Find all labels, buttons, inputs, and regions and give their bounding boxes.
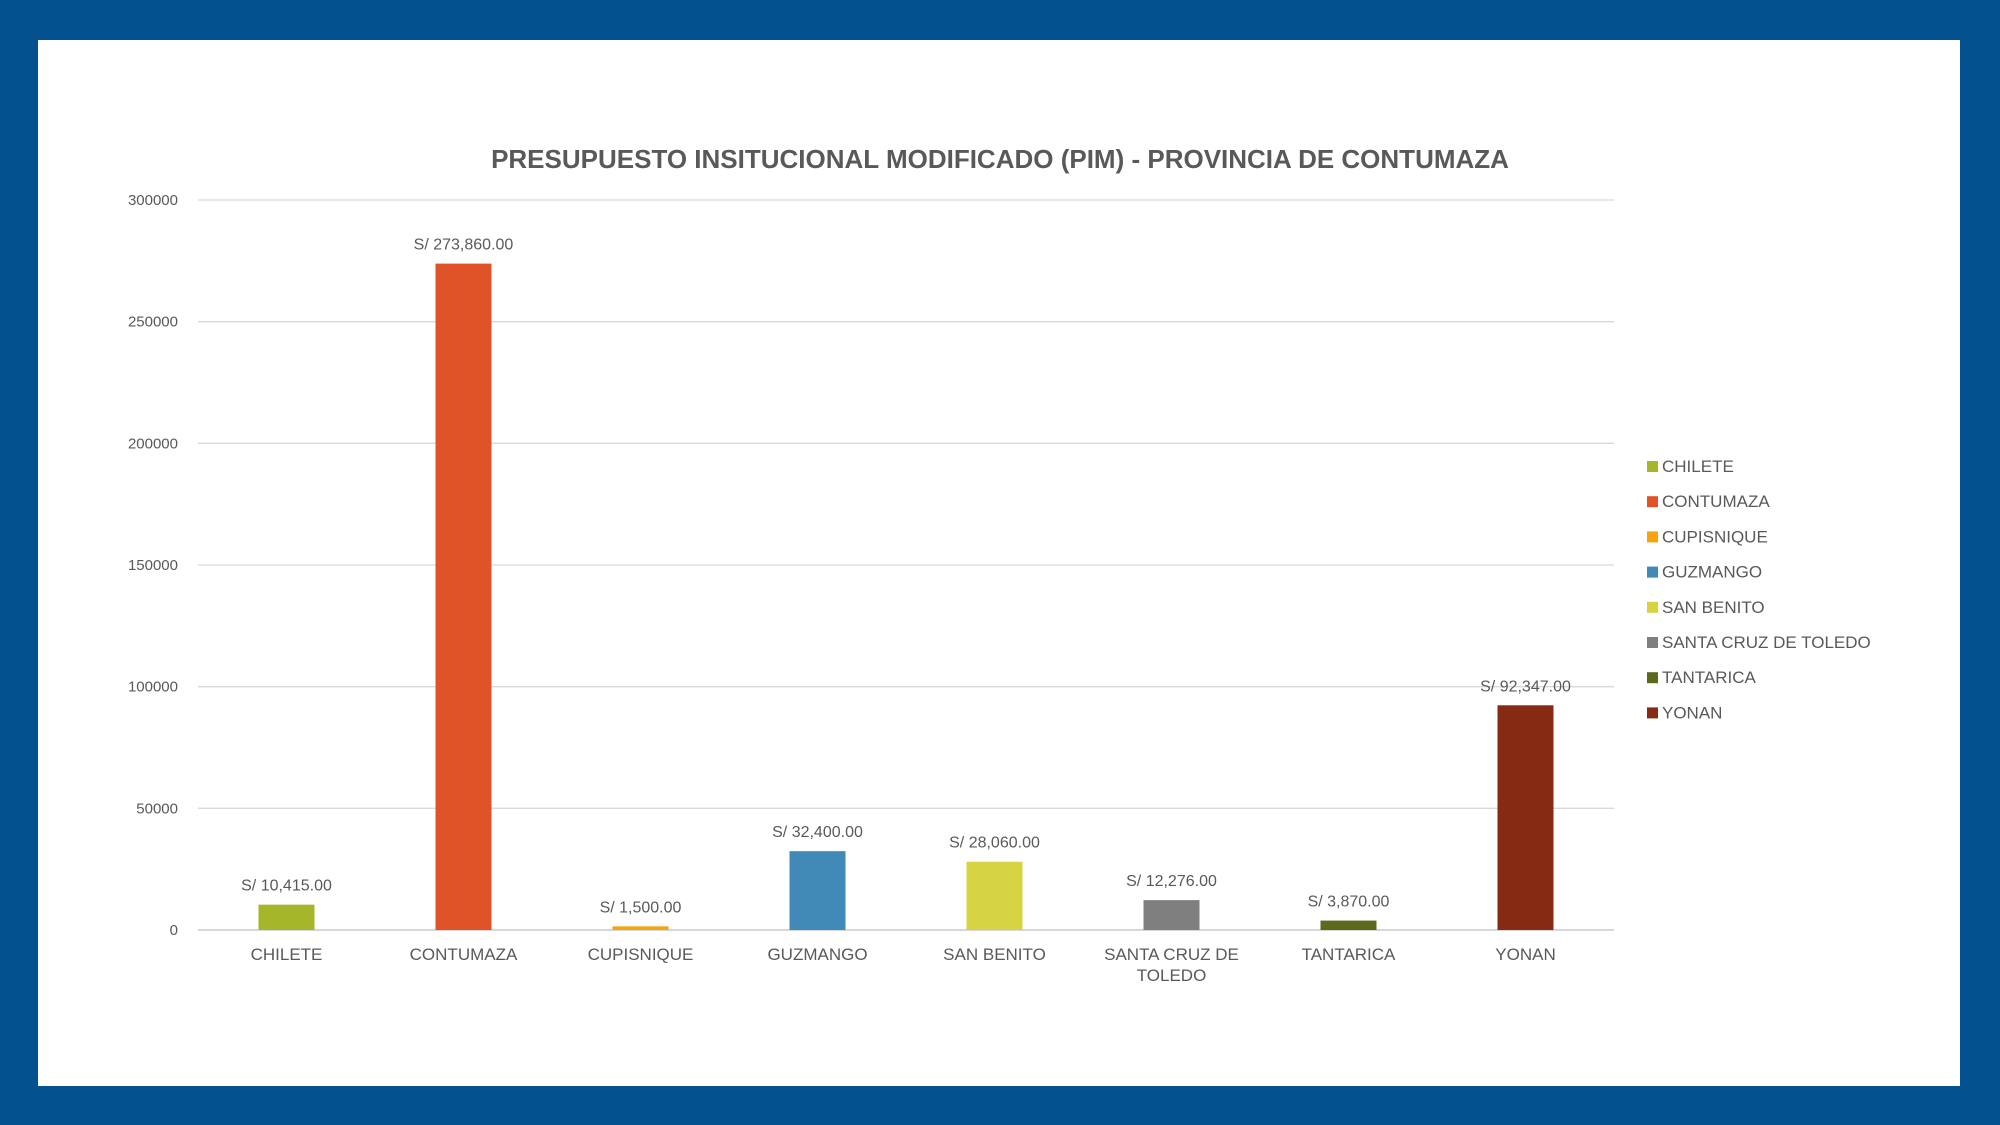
data-label: S/ 1,500.00 bbox=[600, 899, 682, 916]
y-tick-label: 200000 bbox=[128, 435, 178, 452]
data-label: S/ 28,060.00 bbox=[949, 835, 1040, 852]
data-label: S/ 92,347.00 bbox=[1480, 678, 1571, 695]
legend-swatch bbox=[1647, 707, 1658, 719]
legend-swatch bbox=[1647, 531, 1658, 543]
x-tick-label: CHILETE bbox=[251, 945, 323, 964]
legend-label: GUZMANGO bbox=[1662, 563, 1762, 582]
legend-label: SAN BENITO bbox=[1662, 598, 1765, 617]
x-tick-label: CONTUMAZA bbox=[410, 945, 518, 964]
bar-chilete bbox=[258, 904, 315, 930]
legend-label: CHILETE bbox=[1662, 457, 1734, 476]
x-tick-label: GUZMANGO bbox=[767, 945, 867, 964]
legend-swatch bbox=[1647, 566, 1658, 578]
bar-san-benito bbox=[966, 861, 1023, 930]
x-tick-label: CUPISNIQUE bbox=[588, 945, 694, 964]
data-label: S/ 273,860.00 bbox=[414, 237, 514, 254]
y-tick-label: 150000 bbox=[128, 557, 178, 574]
chart-title: PRESUPUESTO INSITUCIONAL MODIFICADO (PIM… bbox=[491, 144, 1509, 174]
data-label: S/ 12,276.00 bbox=[1126, 873, 1217, 890]
y-tick-label: 50000 bbox=[136, 800, 178, 817]
y-tick-label: 0 bbox=[170, 922, 178, 939]
x-tick-label: TOLEDO bbox=[1137, 966, 1207, 985]
legend-label: CONTUMAZA bbox=[1662, 492, 1770, 511]
legend-label: SANTA CRUZ DE TOLEDO bbox=[1662, 633, 1871, 652]
y-tick-label: 100000 bbox=[128, 679, 178, 696]
x-tick-label: TANTARICA bbox=[1302, 945, 1396, 964]
bar-santa-cruz-de-toledo bbox=[1143, 900, 1200, 930]
bar-contumaza bbox=[435, 263, 492, 931]
legend-label: TANTARICA bbox=[1662, 668, 1756, 687]
bar-cupisnique bbox=[612, 926, 669, 930]
legend-swatch bbox=[1647, 461, 1658, 472]
bar-tantarica bbox=[1320, 920, 1377, 930]
data-label: S/ 10,415.00 bbox=[241, 878, 332, 895]
legend-swatch bbox=[1647, 601, 1658, 613]
bar-yonan bbox=[1497, 705, 1554, 930]
bar-guzmango bbox=[789, 851, 846, 930]
x-tick-label: SAN BENITO bbox=[943, 945, 1046, 964]
y-tick-label: 300000 bbox=[128, 192, 178, 209]
legend-swatch bbox=[1647, 637, 1658, 648]
legend-swatch bbox=[1647, 496, 1658, 508]
data-label: S/ 3,870.00 bbox=[1308, 894, 1390, 911]
y-tick-label: 250000 bbox=[128, 314, 178, 331]
x-tick-label: SANTA CRUZ DE bbox=[1104, 945, 1239, 964]
x-tick-label: YONAN bbox=[1495, 945, 1555, 964]
legend-label: CUPISNIQUE bbox=[1662, 527, 1768, 546]
data-label: S/ 32,400.00 bbox=[772, 824, 863, 841]
legend-swatch bbox=[1647, 672, 1658, 684]
legend-label: YONAN bbox=[1662, 703, 1722, 722]
